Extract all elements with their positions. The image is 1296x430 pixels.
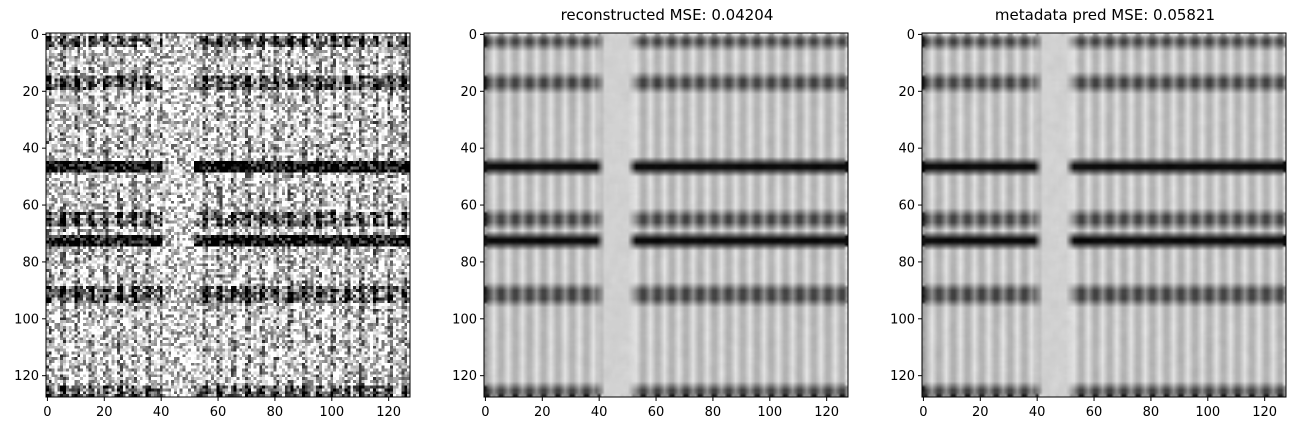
x-tick-label: 60: [1086, 405, 1103, 420]
heatmap-image: [922, 33, 1286, 397]
heatmap-image: [484, 33, 848, 397]
axes-frame: [45, 32, 411, 398]
x-tick-label: 120: [814, 405, 839, 420]
y-tick-label: 40: [22, 142, 39, 157]
x-tick-label: 120: [376, 405, 401, 420]
y-tick-label: 40: [460, 142, 477, 157]
x-tick-label: 20: [972, 405, 989, 420]
x-tick-label: 20: [96, 405, 113, 420]
y-tick-label: 80: [460, 255, 477, 270]
x-tick-label: 100: [757, 405, 782, 420]
heatmap-image: [46, 33, 410, 397]
y-tick-label: 120: [14, 369, 39, 384]
x-tick-label: 80: [1143, 405, 1160, 420]
y-tick-label: 20: [898, 85, 915, 100]
y-tick-label: 20: [22, 85, 39, 100]
panel-title: reconstructed MSE: 0.04204: [560, 6, 774, 24]
y-tick-label: 80: [22, 255, 39, 270]
x-tick-label: 60: [648, 405, 665, 420]
y-tick-label: 60: [460, 199, 477, 214]
x-tick-label: 0: [481, 405, 489, 420]
y-tick-label: 100: [452, 312, 477, 327]
y-tick-label: 120: [452, 369, 477, 384]
x-tick-label: 20: [534, 405, 551, 420]
x-tick-label: 60: [210, 405, 227, 420]
heatmap-plot: 0 20 40 60 80 100 120 0 20 40 60 80 100 120: [890, 28, 1287, 420]
heatmap-plot: 0 20 40 60 80 100 120 0 20 40 60 80 100 120: [14, 28, 411, 420]
axes-frame: [921, 32, 1287, 398]
panel-metadata-pred: metadata pred MSE: 0.05821 0 20 40 60 80 100 1…: [876, 0, 1296, 430]
x-tick-label: 40: [1029, 405, 1046, 420]
x-tick-label: 0: [919, 405, 927, 420]
y-tick-label: 60: [22, 199, 39, 214]
panel-reconstructed: reconstructed MSE: 0.04204 0 20 40 60 80 100 1…: [438, 0, 858, 430]
x-tick-label: 100: [319, 405, 344, 420]
x-tick-label: 40: [153, 405, 170, 420]
y-tick-label: 0: [907, 28, 915, 43]
x-tick-label: 80: [705, 405, 722, 420]
x-tick-label: 0: [43, 405, 51, 420]
y-tick-label: 100: [890, 312, 915, 327]
heatmap-plot: 0 20 40 60 80 100 120 0 20 40 60 80 100 120: [452, 28, 849, 420]
panel-noisy-input: 0 20 40 60 80 100 120 0 20 40 60 80 100 120: [0, 0, 420, 430]
x-tick-label: 40: [591, 405, 608, 420]
y-tick-label: 120: [890, 369, 915, 384]
panel-title: metadata pred MSE: 0.05821: [994, 6, 1216, 24]
x-tick-label: 120: [1252, 405, 1277, 420]
y-tick-label: 80: [898, 255, 915, 270]
y-tick-label: 20: [460, 85, 477, 100]
y-tick-label: 0: [469, 28, 477, 43]
y-tick-label: 100: [14, 312, 39, 327]
y-tick-label: 40: [898, 142, 915, 157]
x-tick-label: 80: [267, 405, 284, 420]
y-tick-label: 0: [31, 28, 39, 43]
y-tick-label: 60: [898, 199, 915, 214]
axes-frame: [483, 32, 849, 398]
x-tick-label: 100: [1195, 405, 1220, 420]
